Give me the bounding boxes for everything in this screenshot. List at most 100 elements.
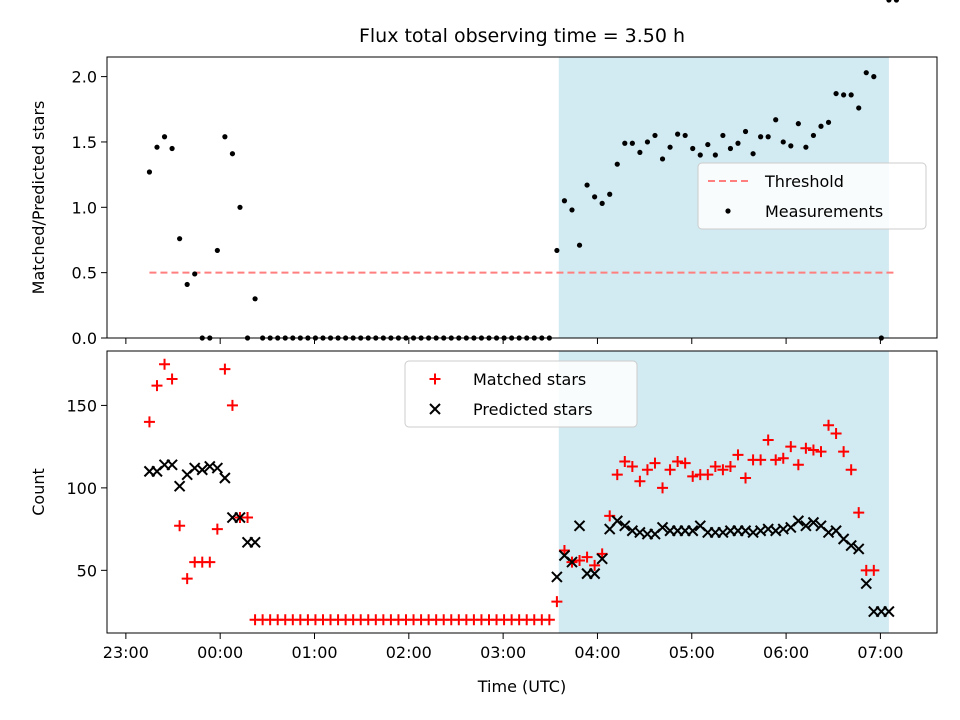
data-point	[588, 567, 601, 580]
x-tick-label: 06:00	[763, 643, 809, 662]
data-point	[697, 152, 703, 158]
legend-measurements-swatch	[725, 208, 731, 214]
legend-box	[697, 162, 927, 230]
data-point	[596, 553, 608, 565]
data-point	[629, 140, 635, 146]
y-axis-label: Count	[29, 468, 48, 516]
data-point	[581, 551, 593, 563]
data-point	[592, 194, 598, 200]
data-point	[181, 573, 193, 585]
y-axis-label: Matched/Predicted stars	[29, 101, 48, 295]
data-point	[825, 119, 832, 125]
data-point	[682, 132, 688, 139]
x-tick-label: 05:00	[669, 643, 715, 662]
data-point	[742, 128, 749, 135]
data-point	[702, 469, 714, 481]
data-point	[860, 577, 872, 590]
data-point	[740, 472, 752, 484]
bottom-panel: 50 100 150 23:00 00:00 01:00 02:00 03:00 04:00 05…	[29, 350, 938, 662]
data-point	[543, 614, 555, 626]
data-point	[833, 90, 839, 97]
data-point	[226, 399, 238, 411]
data-point	[252, 296, 258, 302]
data-point	[773, 117, 779, 123]
y-tick-label: 50	[77, 561, 97, 580]
data-point	[709, 460, 721, 472]
data-point	[792, 459, 804, 471]
data-point	[234, 511, 246, 524]
series-predicted-stars	[143, 459, 895, 618]
data-point	[573, 520, 586, 532]
data-point	[607, 191, 613, 197]
data-point	[166, 373, 178, 385]
data-point	[758, 134, 764, 140]
data-point	[219, 472, 231, 484]
data-point	[856, 105, 862, 111]
legend-predicted-swatch	[429, 403, 441, 415]
data-point	[800, 520, 812, 532]
x-tick-label: 04:00	[574, 643, 620, 662]
top-panel: 0.0 0.5 1.0 1.5 2.0 Matched/Predicted stars Th…	[29, 0, 938, 348]
data-point	[830, 427, 842, 439]
y-tick-label: 0.0	[72, 329, 97, 348]
data-point	[664, 464, 676, 476]
x-tick-label: 07:00	[857, 643, 903, 662]
data-point	[712, 152, 718, 158]
data-point	[637, 149, 643, 156]
data-point	[848, 92, 854, 98]
data-point	[173, 480, 186, 492]
data-point	[679, 457, 691, 469]
data-point	[614, 161, 620, 167]
data-point	[853, 543, 865, 555]
data-point	[211, 462, 224, 474]
data-point	[845, 464, 857, 476]
data-point	[823, 419, 835, 431]
data-point	[589, 559, 601, 571]
x-tick-label: 02:00	[386, 643, 432, 662]
x-tick-label: 01:00	[291, 643, 337, 662]
data-point	[576, 242, 583, 248]
data-point	[154, 144, 160, 150]
axes-frame	[106, 350, 938, 634]
data-point	[659, 156, 666, 162]
data-point	[599, 200, 605, 206]
data-point	[611, 515, 623, 527]
data-point	[143, 416, 155, 428]
data-point	[815, 446, 827, 458]
data-point	[146, 169, 153, 175]
data-point	[242, 512, 254, 524]
data-point	[893, 0, 900, 3]
data-point	[750, 151, 756, 157]
data-point	[641, 464, 653, 476]
data-point	[626, 460, 638, 472]
data-point	[551, 596, 563, 608]
data-point	[174, 520, 186, 532]
data-point	[219, 363, 231, 375]
data-point	[619, 520, 631, 532]
data-point	[569, 207, 575, 213]
data-point	[672, 455, 684, 467]
x-tick-label: 23:00	[103, 643, 149, 662]
data-point	[644, 139, 651, 145]
y-tick-label: 0.5	[72, 264, 97, 283]
data-point	[151, 380, 163, 392]
data-point	[792, 515, 805, 527]
data-point	[853, 507, 865, 519]
data-point	[868, 564, 880, 576]
data-point	[838, 446, 850, 458]
data-point	[667, 144, 673, 150]
data-point	[818, 123, 824, 129]
y-tick-label: 1.0	[72, 198, 97, 217]
data-point	[810, 132, 817, 139]
data-point	[675, 131, 681, 137]
data-point	[169, 145, 175, 152]
data-point	[863, 70, 869, 76]
data-point	[735, 140, 741, 146]
data-point	[732, 449, 744, 461]
data-point	[196, 464, 208, 476]
legend-label: Threshold	[764, 172, 844, 191]
data-point	[770, 454, 782, 466]
data-point	[883, 605, 895, 618]
data-point	[657, 482, 669, 494]
